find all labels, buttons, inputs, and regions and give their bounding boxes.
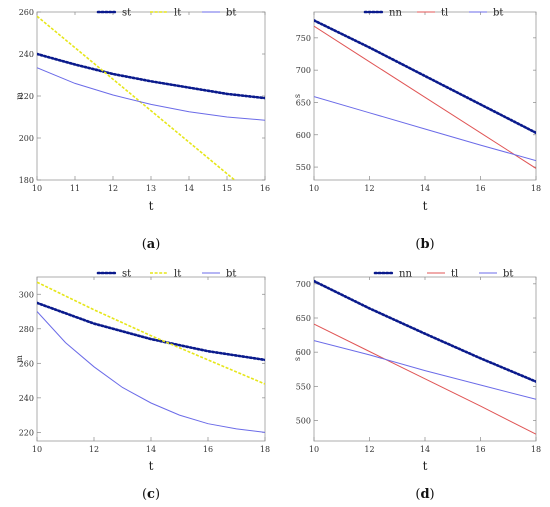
series-line-nn (314, 279, 536, 383)
y-tick-label: 500 (296, 417, 311, 426)
y-tick-label: 550 (296, 163, 311, 172)
x-axis-label: t (149, 459, 154, 473)
x-tick-label: 18 (531, 445, 541, 454)
series-line-bt (314, 96, 536, 162)
series-line-lt (37, 15, 236, 180)
x-axis-label: t (423, 199, 428, 213)
y-tick-label: 600 (296, 131, 311, 140)
x-tick-label: 12 (89, 445, 99, 454)
x-tick-label: 10 (32, 445, 42, 454)
legend-label-bt: bt (226, 8, 236, 19)
caption-open: ( (142, 237, 147, 252)
caption-close: ) (155, 487, 160, 502)
x-tick-label: 18 (531, 184, 541, 193)
y-tick-label: 650 (296, 314, 311, 323)
x-tick-label: 16 (475, 184, 485, 193)
x-tick-label: 14 (420, 445, 430, 454)
panel-caption: (c) (142, 487, 160, 502)
y-tick-label: 260 (19, 359, 34, 368)
legend-label-bt: bt (493, 8, 503, 19)
series-line-bt (37, 311, 265, 433)
y-tick-label: 240 (19, 394, 34, 403)
caption-letter: d (420, 487, 429, 502)
x-tick-label: 12 (108, 184, 118, 193)
y-tick-label: 220 (19, 92, 34, 101)
panel-d: 10 12 14 16 18 500 550 600 650 700 t s nn tl bt (d) (293, 269, 541, 503)
series-line-st (37, 301, 265, 362)
y-tick-label: 240 (19, 50, 34, 59)
y-axis-label: s (293, 357, 302, 361)
y-tick-label: 200 (19, 134, 34, 143)
x-tick-label: 16 (203, 445, 213, 454)
x-tick-label: 15 (222, 184, 232, 193)
caption-open: ( (415, 487, 420, 502)
panel-caption: (a) (142, 237, 161, 252)
x-axis-label: t (149, 199, 154, 213)
series-line-lt (37, 281, 265, 385)
caption-close: ) (430, 237, 435, 252)
caption-close: ) (155, 237, 160, 252)
panel-caption: (b) (415, 237, 434, 252)
panel-caption: (d) (415, 487, 434, 502)
panel-a: 10 11 12 13 14 15 16 180 200 220 240 260 t m st lt bt (a) (15, 8, 270, 253)
y-tick-label: 550 (296, 382, 311, 391)
series-line-bt (37, 67, 265, 121)
series-line-nn (314, 19, 536, 135)
legend-label-nn: nn (399, 269, 412, 280)
x-tick-label: 10 (32, 184, 42, 193)
plot-frame (36, 11, 266, 181)
legend-label-tl: tl (441, 8, 448, 19)
y-tick-label: 600 (296, 348, 311, 357)
caption-letter: b (420, 237, 429, 252)
x-axis-label: t (423, 459, 428, 473)
series-line-bt (314, 340, 536, 400)
y-tick-label: 180 (19, 176, 34, 185)
x-tick-label: 13 (146, 184, 156, 193)
y-tick-label: 750 (296, 34, 311, 43)
x-tick-label: 14 (184, 184, 194, 193)
y-axis-label: s (293, 94, 302, 98)
legend-label-lt: lt (174, 269, 181, 280)
y-tick-label: 700 (296, 280, 311, 289)
legend-label-bt: bt (226, 269, 236, 280)
x-tick-label: 16 (260, 184, 270, 193)
legend-label-st: st (122, 269, 131, 280)
x-tick-label: 11 (70, 184, 80, 193)
x-tick-label: 18 (260, 445, 270, 454)
panel-c: 10 12 14 16 18 220 240 260 280 300 t m st lt bt (c) (15, 269, 270, 503)
series-line-st (37, 52, 265, 100)
x-tick-label: 12 (364, 445, 374, 454)
series-line-tl (314, 25, 536, 169)
legend-label-nn: nn (389, 8, 402, 19)
plot-frame (36, 276, 266, 442)
plot-frame (313, 276, 537, 442)
y-tick-label: 650 (296, 98, 311, 107)
caption-letter: c (147, 487, 155, 502)
caption-open: ( (142, 487, 147, 502)
x-tick-label: 14 (146, 445, 156, 454)
x-tick-label: 14 (420, 184, 430, 193)
caption-close: ) (430, 487, 435, 502)
series-line-tl (314, 323, 536, 435)
caption-open: ( (415, 237, 420, 252)
y-tick-label: 260 (19, 8, 34, 17)
x-tick-label: 10 (309, 184, 319, 193)
y-tick-label: 280 (19, 325, 34, 334)
x-tick-label: 10 (309, 445, 319, 454)
y-axis-label: m (15, 92, 24, 100)
legend-label-lt: lt (174, 8, 181, 19)
y-tick-label: 220 (19, 428, 34, 437)
caption-letter: a (147, 237, 156, 252)
y-tick-label: 300 (19, 290, 34, 299)
x-tick-label: 12 (364, 184, 374, 193)
panel-b: 10 12 14 16 18 550 600 650 700 750 t s nn tl bt (b) (293, 8, 541, 253)
legend-label-bt: bt (503, 269, 513, 280)
legend-label-tl: tl (451, 269, 458, 280)
y-axis-label: m (15, 355, 24, 363)
x-tick-label: 16 (475, 445, 485, 454)
y-tick-label: 700 (296, 66, 311, 75)
legend-label-st: st (122, 8, 131, 19)
